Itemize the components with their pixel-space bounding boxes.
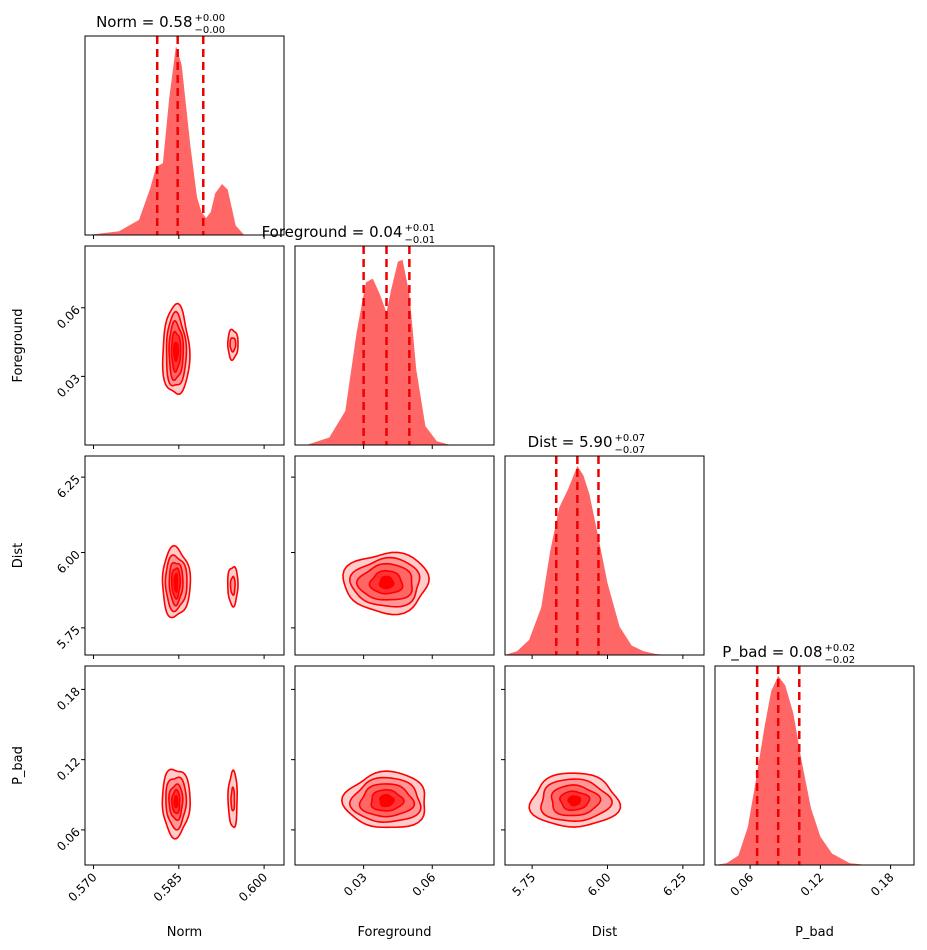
x-axis-label-Foreground: Foreground: [357, 925, 431, 940]
contour-level-5: [172, 341, 180, 363]
contour-level-5: [173, 572, 179, 593]
contour-Dist-P_bad: [528, 772, 622, 828]
x-tick-label-Foreground: 0.06: [410, 870, 439, 899]
title-Foreground: Foreground = 0.04: [262, 223, 403, 241]
panel-frame: [84, 35, 285, 236]
y-axis-label-Foreground: Foreground: [11, 308, 26, 382]
y-tick-label-Foreground: 0.03: [54, 371, 83, 400]
title-P_bad: P_bad = 0.08: [722, 643, 822, 662]
x-tick-label-Norm: 0.585: [151, 870, 185, 904]
panel-frame: [714, 665, 915, 866]
x-tick-label-Dist: 6.00: [585, 870, 614, 899]
x-tick-label-Dist: 5.75: [509, 870, 538, 899]
panel-frame: [294, 665, 495, 866]
title-Dist: Dist = 5.90: [528, 433, 613, 451]
x-tick-label-Norm: 0.600: [236, 870, 270, 904]
title-sup-P_bad: +0.02: [825, 643, 856, 654]
x-axis-label-Norm: Norm: [167, 925, 202, 940]
title-sub-P_bad: −0.02: [825, 655, 856, 666]
contour-Norm-Dist: [161, 544, 239, 619]
contour-level-5: [378, 575, 395, 590]
title-sub-Foreground: −0.01: [405, 235, 436, 246]
contour-level-2: [229, 337, 237, 353]
title-sub-Dist: −0.07: [615, 445, 646, 456]
contour-Foreground-P_bad: [340, 770, 426, 829]
x-axis-label-P_bad: P_bad: [795, 925, 834, 940]
histogram-Foreground: [306, 246, 451, 445]
y-tick-label-Dist: 5.75: [54, 623, 83, 652]
title-sup-Foreground: +0.01: [405, 223, 436, 234]
panel-frame: [504, 455, 705, 656]
x-tick-label-Foreground: 0.03: [341, 870, 370, 899]
panel-frame: [504, 665, 705, 866]
title-sub-Norm: −0.00: [195, 25, 226, 36]
y-tick-label-Dist: 6.00: [54, 548, 83, 577]
contour-level-2: [229, 575, 236, 596]
x-tick-label-P_bad: 0.12: [798, 870, 827, 899]
y-tick-label-P_bad: 0.18: [54, 684, 83, 713]
title-Norm: Norm = 0.58: [96, 13, 192, 31]
panel-frame: [84, 455, 285, 656]
histogram-area: [87, 45, 245, 235]
histogram-P_bad: [715, 666, 868, 865]
x-tick-label-Dist: 6.25: [660, 870, 689, 899]
panel-frame: [84, 245, 285, 446]
y-tick-label-Foreground: 0.06: [54, 303, 83, 332]
contour-Norm-P_bad: [161, 768, 239, 840]
y-tick-label-P_bad: 0.12: [54, 755, 83, 784]
histogram-area: [306, 259, 451, 445]
histogram-Dist: [505, 456, 668, 655]
x-tick-label-P_bad: 0.18: [868, 870, 897, 899]
panel-frame: [294, 245, 495, 446]
contour-Norm-Foreground: [161, 302, 239, 395]
histogram-area: [505, 465, 668, 655]
histogram-Norm: [87, 36, 245, 235]
contour-Foreground-Dist: [342, 551, 430, 616]
contour-level-5: [567, 795, 582, 807]
y-axis-label-P_bad: P_bad: [11, 746, 26, 785]
histogram-area: [715, 675, 868, 865]
contour-level-5: [379, 793, 395, 808]
contour-level-2: [230, 786, 236, 812]
x-axis-label-Dist: Dist: [592, 925, 618, 940]
y-axis-label-Dist: Dist: [11, 543, 26, 569]
x-tick-label-Norm: 0.570: [65, 870, 99, 904]
title-sup-Dist: +0.07: [615, 433, 646, 444]
x-tick-label-P_bad: 0.06: [727, 870, 756, 899]
panel-frame: [294, 455, 495, 656]
y-tick-label-Dist: 6.25: [54, 472, 83, 501]
contour-level-5: [173, 794, 179, 809]
panel-frame: [84, 665, 285, 866]
y-tick-label-P_bad: 0.06: [54, 825, 83, 854]
title-sup-Norm: +0.00: [195, 13, 226, 24]
